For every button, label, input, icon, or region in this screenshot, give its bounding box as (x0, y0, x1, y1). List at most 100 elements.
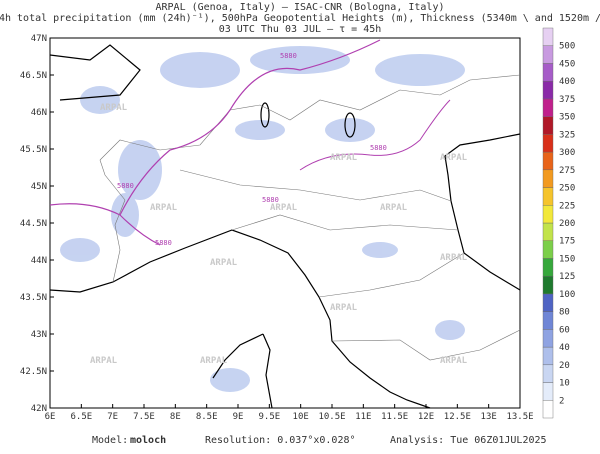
colorbar-label: 225 (559, 201, 575, 211)
footer-resolution: Resolution: 0.037°x0.028° (205, 435, 356, 446)
lon-label: 11E (355, 412, 371, 422)
contour-label: 5880 (117, 182, 134, 190)
watermark: ARPAL (380, 203, 408, 213)
colorbar-label: 2 (559, 396, 564, 406)
colorbar-label: 350 (559, 113, 575, 123)
precip-areas (60, 46, 465, 392)
lon-label: 12E (418, 412, 434, 422)
colorbar-label: 40 (559, 343, 570, 353)
header-line: 03 UTC Thu 03 JUL – τ = 45h (219, 24, 382, 35)
lat-label: 42.5N (20, 367, 47, 377)
lon-label: 7.5E (133, 412, 155, 422)
coastlines (49, 44, 521, 409)
contour-label: 5880 (280, 52, 297, 60)
height-contour (299, 99, 451, 171)
colorbar-segment (542, 169, 554, 188)
height-contour (49, 39, 381, 246)
lat-label: 44.5N (20, 219, 47, 229)
lon-label: 8E (170, 412, 181, 422)
lon-label: 6.5E (70, 412, 92, 422)
watermark: ARPAL (440, 253, 468, 263)
contour-label: 5880 (370, 144, 387, 152)
colorbar-label: 20 (559, 361, 570, 371)
colorbar-segment (542, 275, 554, 295)
lat-label: 45N (31, 182, 47, 192)
watermark: ARPAL (440, 356, 468, 366)
watermark: ARPAL (100, 103, 128, 113)
footer-model: moloch (130, 435, 166, 446)
colorbar-segment (542, 205, 554, 224)
colorbar-label: 175 (559, 237, 575, 247)
colorbar-segment (542, 187, 554, 206)
watermark: ARPAL (200, 356, 228, 366)
colorbar-segment (542, 346, 554, 366)
watermark: ARPAL (150, 203, 178, 213)
lon-label: 9.5E (258, 412, 280, 422)
colorbar-label: 450 (559, 59, 575, 69)
colorbar-label: 375 (559, 95, 575, 105)
lon-label: 7E (107, 412, 118, 422)
colorbar-segment (542, 258, 554, 277)
colorbar-segment (542, 98, 554, 117)
watermark: ARPAL (210, 258, 238, 268)
colorbar-segment (542, 364, 554, 383)
lat-label: 42N (31, 404, 47, 414)
header-line: ARPAL (Genoa, Italy) – ISAC-CNR (Bologna… (156, 2, 445, 13)
lon-label: 13.5E (506, 412, 533, 422)
map-area: 5880 5880 5880 5880 5880 ARPAL ARPAL ARP… (49, 37, 521, 409)
colorbar-label: 500 (559, 42, 575, 52)
colorbar-label: 250 (559, 184, 575, 194)
watermark: ARPAL (440, 153, 468, 163)
colorbar-segment (542, 80, 554, 100)
colorbar-segment (542, 293, 554, 312)
colorbar-segment (542, 240, 554, 259)
colorbar-label: 125 (559, 272, 575, 282)
colorbar-label: 100 (559, 290, 575, 300)
colorbar-label: 80 (559, 308, 570, 318)
contour-label: 5880 (155, 239, 172, 247)
footer-analysis: Analysis: Tue 06Z01JUL2025 (390, 435, 547, 446)
header-line: 24h total precipitation (mm (24h)⁻¹), 50… (0, 13, 600, 24)
lon-label: 8.5E (196, 412, 218, 422)
lon-label: 11.5E (381, 412, 408, 422)
lat-label: 44N (31, 256, 47, 266)
watermark: ARPAL (330, 303, 358, 313)
watermark: ARPAL (270, 203, 298, 213)
colorbar-label: 300 (559, 148, 575, 158)
watermark: ARPAL (330, 153, 358, 163)
colorbar-segment (542, 134, 554, 153)
lon-label: 9E (233, 412, 244, 422)
lat-label: 47N (31, 34, 47, 44)
colorbar-segment (542, 27, 554, 46)
lat-label: 43N (31, 330, 47, 340)
lat-label: 45.5N (20, 145, 47, 155)
colorbar-segment (542, 63, 554, 82)
colorbar-segment (542, 400, 554, 419)
colorbar-label: 325 (559, 130, 575, 140)
contour-label: 5880 (262, 196, 279, 204)
colorbar-label: 275 (559, 166, 575, 176)
borders (99, 74, 521, 361)
colorbar-segment (542, 151, 554, 171)
colorbar-label: 400 (559, 77, 575, 87)
colorbar-label: 200 (559, 219, 575, 229)
colorbar-segment (542, 116, 554, 135)
colorbar-segment (542, 382, 554, 401)
lon-label: 10.5E (318, 412, 345, 422)
lat-label: 43.5N (20, 293, 47, 303)
lon-label: 12.5E (444, 412, 471, 422)
footer-label: Model: (92, 435, 128, 446)
colorbar-label: 10 (559, 379, 570, 389)
colorbar-label: 150 (559, 254, 575, 264)
watermark: ARPAL (90, 356, 118, 366)
colorbar-segment (542, 329, 554, 348)
colorbar-segment (542, 45, 554, 64)
lat-label: 46N (31, 108, 47, 118)
lat-label: 46.5N (20, 71, 47, 81)
lon-label: 6E (45, 412, 56, 422)
colorbar-segment (542, 222, 554, 241)
lon-label: 13E (481, 412, 497, 422)
lon-label: 10E (293, 412, 309, 422)
colorbar-label: 60 (559, 325, 570, 335)
